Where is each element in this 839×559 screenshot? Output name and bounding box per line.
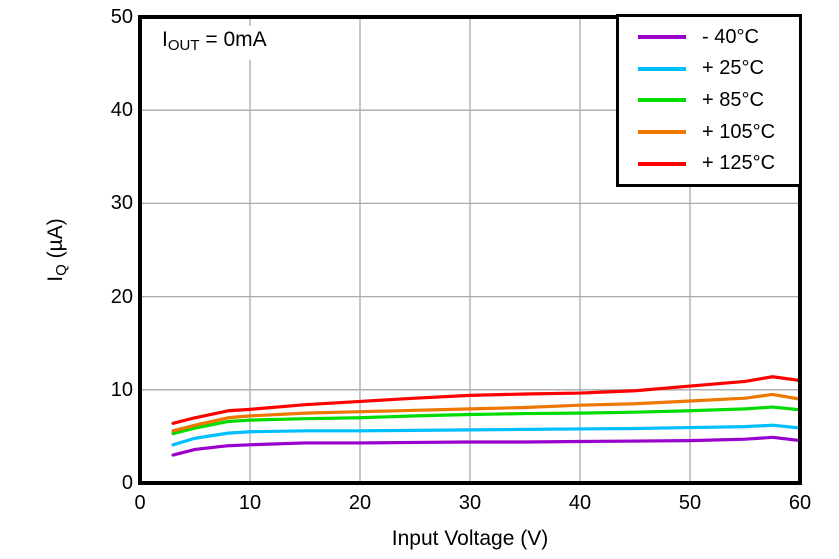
y-tick-label: 30 xyxy=(110,192,133,214)
x-tick-label: 0 xyxy=(134,492,146,514)
series-color-swatch xyxy=(638,98,686,103)
legend-label: + 105°C xyxy=(702,120,776,143)
plot-frame xyxy=(138,15,802,485)
y-tick-label: 50 xyxy=(110,6,133,28)
x-tick-label: 30 xyxy=(458,492,482,514)
legend-label: - 40°C xyxy=(702,25,759,48)
series-line xyxy=(171,392,802,433)
legend-item-plus105c: + 105°C xyxy=(638,121,799,144)
legend-label: + 85°C xyxy=(702,88,764,111)
series-color-swatch xyxy=(638,161,686,166)
x-axis-title: Input Voltage (V) xyxy=(391,527,549,550)
series-line xyxy=(171,423,802,447)
series-line xyxy=(171,405,802,436)
legend-item-plus125c: + 125°C xyxy=(638,152,799,175)
y-tick-label: 0 xyxy=(121,472,133,494)
y-tick-label: 10 xyxy=(110,379,133,401)
test-condition-annotation: IOUT = 0mA xyxy=(156,26,277,60)
x-tick-label: 50 xyxy=(678,492,702,514)
x-tick-label: 10 xyxy=(238,492,262,514)
y-tick-label: 20 xyxy=(110,286,133,308)
legend-item-minus40c: - 40°C xyxy=(638,26,799,49)
x-tick-label: 20 xyxy=(348,492,372,514)
series-color-swatch xyxy=(638,130,686,135)
series-color-swatch xyxy=(638,66,686,71)
legend-item-plus25c: + 25°C xyxy=(638,57,799,80)
legend-label: + 25°C xyxy=(702,57,764,80)
x-tick-label: 60 xyxy=(788,492,812,514)
series-line xyxy=(171,435,802,457)
series-color-swatch xyxy=(638,35,686,40)
y-axis-title: IQ (µA) xyxy=(44,218,70,282)
legend-label: + 125°C xyxy=(702,152,776,175)
legend: - 40°C + 25°C + 85°C + 105°C + 125°C xyxy=(616,14,802,187)
legend-item-plus85c: + 85°C xyxy=(638,89,799,112)
series-line xyxy=(171,375,802,425)
x-tick-label: 40 xyxy=(568,492,592,514)
y-tick-label: 40 xyxy=(110,99,133,121)
